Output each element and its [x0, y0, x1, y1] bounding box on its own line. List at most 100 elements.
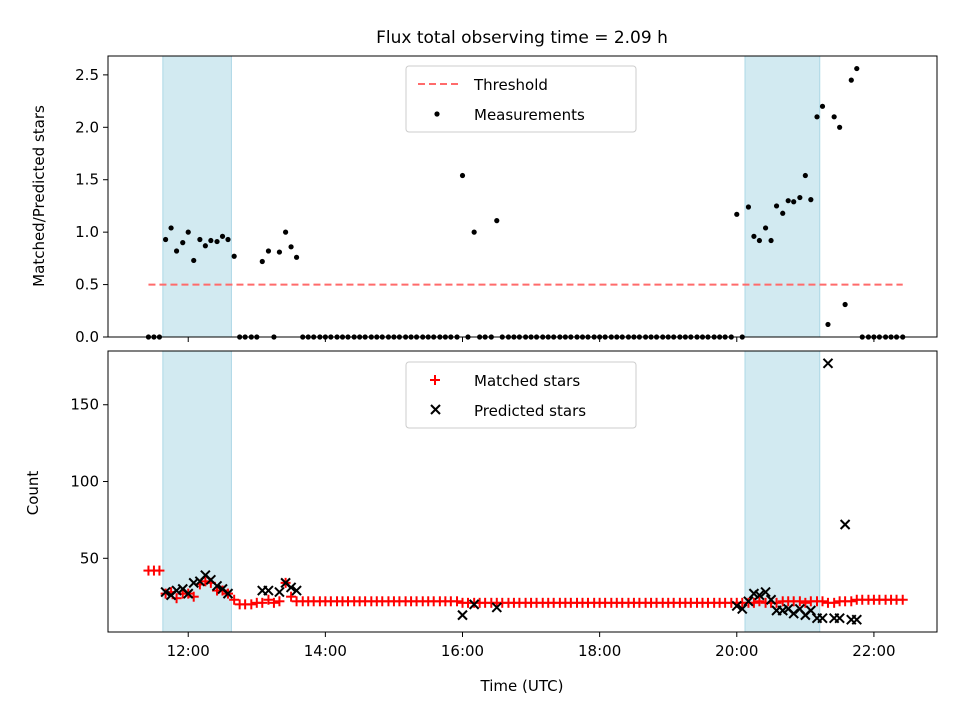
top-x-axis — [187, 337, 875, 342]
matched-star-point — [268, 597, 279, 608]
matched-star-point — [846, 596, 857, 607]
matched-star-point — [817, 596, 828, 607]
measurement-point — [842, 301, 848, 308]
bottom-legend-box — [405, 361, 637, 429]
predicted-star-point — [222, 588, 234, 599]
measurement-point — [471, 229, 477, 235]
measurement-point — [791, 199, 797, 205]
measurement-point — [745, 204, 752, 210]
measurement-point — [768, 237, 774, 244]
predicted-star-point — [731, 600, 742, 612]
measurement-point — [197, 236, 203, 243]
measurement-point — [259, 258, 265, 265]
measurement-point — [756, 237, 763, 244]
measurement-point — [762, 225, 769, 231]
predicted-star-point — [285, 582, 297, 593]
measurement-point — [180, 240, 186, 246]
legend-threshold-label: Threshold — [473, 76, 548, 94]
measurement-point — [191, 257, 197, 264]
x-axis-label: Time (UTC) — [480, 677, 564, 695]
predicted-star-point — [274, 586, 285, 598]
predicted-star-point — [754, 589, 765, 601]
measurement-point — [173, 248, 180, 254]
measurement-point — [202, 243, 208, 249]
predicted-star-point — [822, 358, 834, 369]
matched-star-point — [246, 599, 257, 610]
y-tick-label: 1.5 — [75, 171, 99, 189]
measurement-point — [802, 172, 808, 179]
x-tick-label: 14:00 — [304, 642, 347, 660]
measurement-point — [814, 114, 820, 120]
measurement-point — [293, 254, 300, 260]
y-tick-label: 2.5 — [75, 66, 99, 84]
predicted-star-point — [263, 585, 274, 596]
matched-star-point — [257, 597, 268, 608]
bottom-y-axis-label: Count — [24, 471, 42, 516]
legend-predicted-label: Predicted stars — [474, 402, 586, 420]
measurement-point — [288, 244, 294, 250]
measurement-point — [854, 65, 860, 72]
top-shaded-regions — [162, 55, 821, 338]
predicted-star-point — [457, 609, 468, 621]
measurement-point — [785, 198, 791, 204]
shaded-interval — [744, 55, 821, 338]
predicted-star-point — [851, 614, 862, 625]
predicted-star-point — [468, 599, 480, 610]
top-legend: Threshold Measurements — [405, 65, 637, 133]
y-tick-label: 1.0 — [75, 223, 99, 241]
matched-star-point — [897, 594, 908, 605]
measurement-point — [808, 197, 814, 203]
measurement-point — [265, 248, 272, 254]
predicted-star-point — [760, 586, 771, 598]
matched-star-point — [263, 594, 274, 605]
x-tick-label: 22:00 — [852, 642, 895, 660]
predicted-star-point — [291, 585, 302, 596]
predicted-star-point — [743, 596, 754, 607]
measurement-point — [494, 218, 500, 224]
predicted-star-point — [160, 586, 171, 598]
measurement-point — [282, 229, 289, 235]
bottom-x-axis: 12:00 14:00 16:00 18:00 20:00 22:00 — [167, 632, 896, 660]
matched-star-point — [229, 594, 240, 605]
measurement-point — [780, 210, 786, 216]
matched-star-point — [274, 596, 285, 607]
measurement-point — [459, 172, 466, 179]
y-tick-label: 150 — [70, 396, 99, 414]
matched-star-point — [286, 591, 297, 602]
top-legend-box — [405, 65, 637, 133]
legend-matched-label: Matched stars — [474, 372, 580, 390]
predicted-star-point — [211, 580, 223, 592]
top-chart: Flux total observing time = 2.09 h 0.00.… — [30, 28, 938, 346]
matched-star-point — [829, 597, 840, 608]
matched-star-point — [154, 565, 165, 576]
predicted-star-point — [788, 608, 799, 619]
measurement-point — [219, 233, 226, 239]
x-tick-label: 18:00 — [578, 642, 621, 660]
predicted-star-point — [805, 605, 817, 616]
predicted-star-point — [737, 603, 748, 615]
predicted-star-point — [834, 612, 845, 624]
legend-matched-swatch — [430, 375, 440, 385]
measurement-point — [848, 77, 854, 83]
x-tick-label: 12:00 — [167, 642, 210, 660]
legend-measurements-label: Measurements — [474, 106, 585, 124]
measurement-point — [837, 124, 843, 130]
bottom-legend: Matched stars Predicted stars — [405, 361, 637, 429]
legend-measurements-swatch — [434, 111, 440, 117]
bottom-plot-area — [143, 358, 908, 625]
legend-predicted-swatch — [430, 404, 441, 415]
y-tick-label: 2.0 — [75, 118, 99, 136]
measurement-point — [185, 229, 191, 235]
chart-title: Flux total observing time = 2.09 h — [376, 28, 668, 48]
x-tick-label: 16:00 — [441, 642, 484, 660]
measurement-point — [208, 237, 214, 244]
measurement-point — [751, 233, 757, 239]
predicted-star-point — [765, 594, 777, 605]
measurement-point — [168, 225, 174, 231]
measurement-point — [276, 249, 283, 255]
measurement-point — [162, 236, 169, 243]
matched-star-point — [800, 597, 811, 608]
measurement-point — [819, 103, 826, 109]
